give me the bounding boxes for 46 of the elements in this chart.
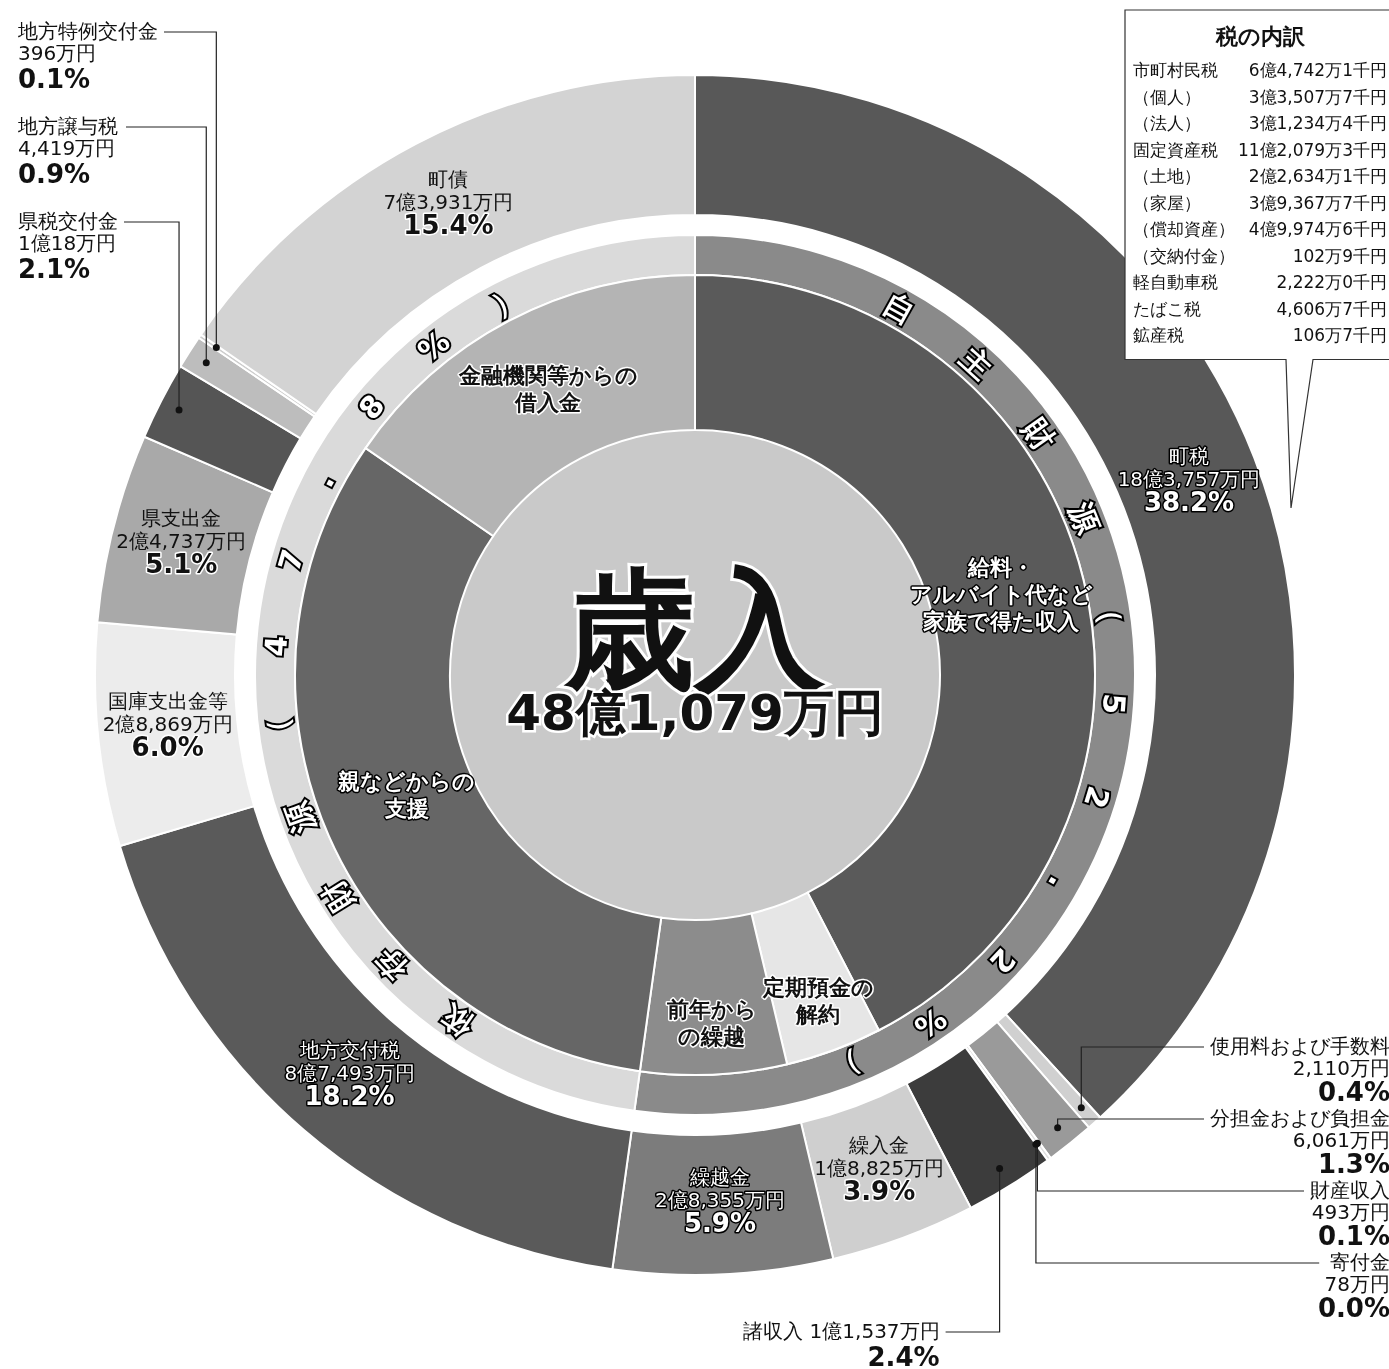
slice-label: 地方特例交付金 <box>17 19 158 43</box>
data-label: 0.9% <box>18 159 91 189</box>
text: 396万円 <box>18 41 97 65</box>
text: （償却資産） 4億9,974万6千円 <box>1133 219 1387 239</box>
text: 固定資産税 11億2,079万3千円 <box>1133 139 1387 160</box>
text: 6,061万円 <box>1292 1128 1389 1152</box>
slice-label: 財産収入 <box>1310 1178 1389 1202</box>
text: 鉱産税 106万7千円 <box>1133 325 1387 345</box>
slice-label: 町債 <box>428 166 469 191</box>
data-label: 2.1% <box>18 254 91 284</box>
text: 1億18万円 <box>18 231 117 255</box>
slice-label: 県税交付金 <box>18 209 118 233</box>
text: 4,419万円 <box>18 136 116 160</box>
slice-label: 使用料および手数料 <box>1210 1034 1389 1058</box>
data-label: 2.4% <box>867 1342 940 1369</box>
text: 税の内訳 <box>1214 24 1306 49</box>
text: 2,110万円 <box>1292 1056 1389 1080</box>
data-label: 0.4% <box>1317 1077 1389 1107</box>
data-label: 1.3% <box>1317 1149 1389 1179</box>
text: （法人） 3億1,234万4千円 <box>1133 113 1387 133</box>
data-label: 0.1% <box>1317 1221 1389 1251</box>
text: （個人） 3億3,507万7千円 <box>1133 86 1387 107</box>
slice-label: 親などからの支援 <box>337 768 476 821</box>
text: 2億8,355万円 <box>654 1188 785 1213</box>
slice-label: 金融機関等からの借入金 <box>457 363 638 416</box>
text: 493万円 <box>1311 1200 1389 1224</box>
text: （土地） 2億2,634万1千円 <box>1133 166 1387 186</box>
slice-label: 繰越金 <box>688 1165 750 1190</box>
slice-label: 分担金および負担金 <box>1210 1106 1389 1130</box>
slice-label: 繰入金 <box>848 1132 910 1157</box>
text: 市町村民税 6億4,742万1千円 <box>1133 60 1387 80</box>
slice-label: 国庫支出金等 <box>107 689 228 714</box>
text: 軽自動車税 2,222万0千円 <box>1133 272 1387 292</box>
slice-label: 地方交付税 <box>298 1037 400 1062</box>
slice-label: 前年からの繰越 <box>665 996 757 1049</box>
text: 78万円 <box>1324 1272 1389 1296</box>
text: （家屋） 3億9,367万7千円 <box>1133 192 1387 213</box>
category-label: 寄付金 <box>1330 1250 1389 1274</box>
text: たばこ税 4,606万7千円 <box>1133 298 1387 319</box>
slice-label: 町税 <box>1169 443 1209 468</box>
data-label: 0.1% <box>18 64 91 94</box>
slice-label: 県支出金 <box>141 505 222 530</box>
text: （交納付金） 102万9千円 <box>1133 245 1387 266</box>
slice-label: 地方譲与税 <box>17 114 118 138</box>
category-label: 諸収入 1億1,537万円 <box>743 1319 940 1343</box>
text: 0.0% <box>1317 1293 1389 1323</box>
